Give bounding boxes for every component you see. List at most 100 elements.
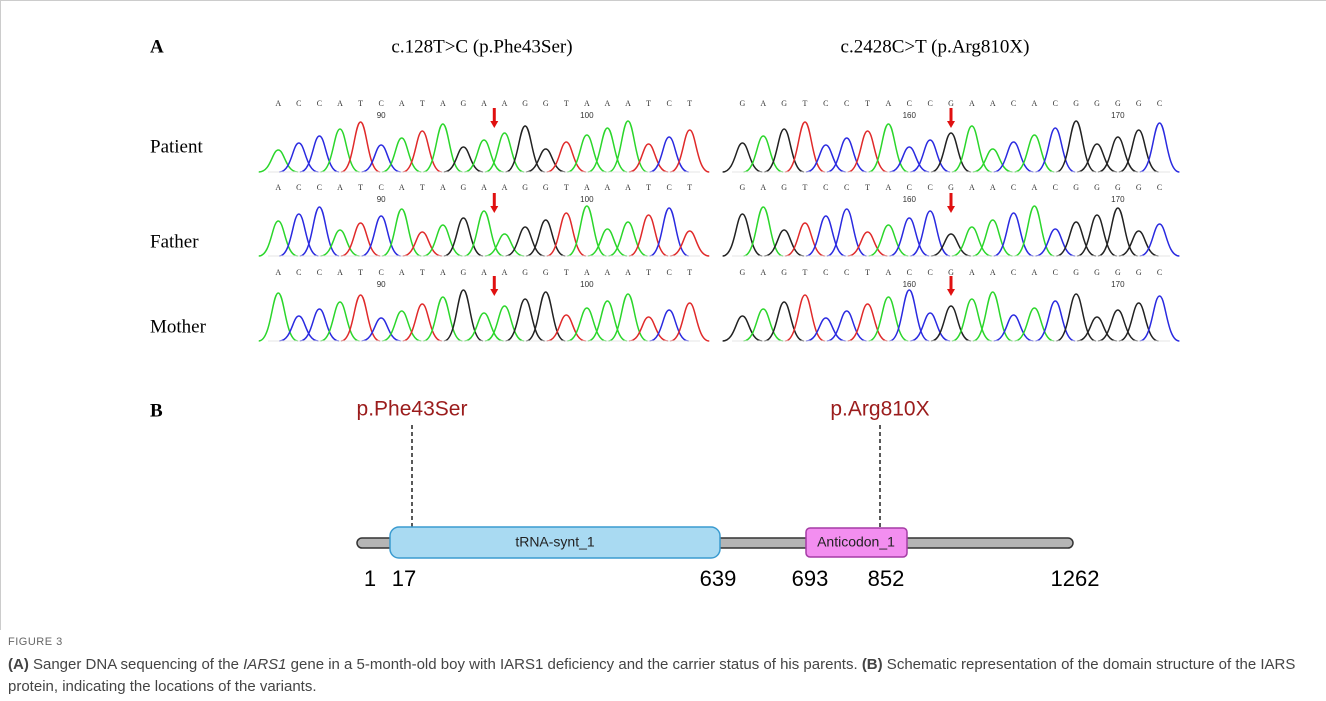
trace-peak — [806, 145, 846, 172]
trace-peak — [547, 142, 586, 172]
caption-part: Sanger DNA sequencing of the — [29, 656, 243, 673]
trace-peak — [320, 230, 359, 256]
panel-label: B — [150, 400, 163, 421]
base-letter: C — [296, 183, 301, 192]
base-letter: A — [440, 99, 446, 108]
base-letter: T — [646, 268, 651, 277]
base-letter: T — [646, 183, 651, 192]
base-letter: C — [1011, 183, 1016, 192]
base-letter: C — [296, 268, 301, 277]
position-label: 17 — [392, 566, 416, 591]
position-label: 639 — [700, 566, 737, 591]
page: A B Patient Father Mother c.128T>C (p.Ph… — [0, 0, 1326, 701]
base-letter: A — [584, 268, 590, 277]
trace-peak — [994, 315, 1034, 341]
trace-peak — [931, 234, 971, 256]
base-letter: G — [740, 99, 746, 108]
trace-peak — [362, 318, 401, 341]
position-tick: 160 — [903, 280, 917, 289]
trace-peak — [506, 227, 545, 256]
arrow-head — [490, 289, 498, 296]
trace-peak — [629, 317, 668, 341]
trace-peak — [723, 214, 763, 256]
base-letter: A — [990, 183, 996, 192]
base-letter: A — [886, 99, 892, 108]
position-tick: 170 — [1111, 111, 1125, 120]
base-letter: T — [646, 99, 651, 108]
base-letter: A — [337, 99, 343, 108]
trace-peak — [1077, 144, 1117, 172]
figure: A B Patient Father Mother c.128T>C (p.Ph… — [0, 0, 1326, 630]
base-letter: A — [481, 183, 487, 192]
position-tick: 160 — [903, 195, 917, 204]
arrow-head — [947, 121, 955, 128]
position-tick: 170 — [1111, 195, 1125, 204]
trace-peak — [869, 225, 909, 256]
position-label: 693 — [792, 566, 829, 591]
base-letter: T — [803, 183, 808, 192]
base-letter: G — [543, 99, 549, 108]
trace-peak — [889, 147, 929, 172]
base-letter: G — [1136, 268, 1142, 277]
base-letter: G — [1136, 99, 1142, 108]
trace-peak — [259, 150, 298, 172]
trace-peak — [300, 309, 339, 341]
base-letter: C — [823, 183, 828, 192]
base-letter: C — [1157, 99, 1162, 108]
base-letter: G — [461, 99, 467, 108]
arrow-head — [947, 206, 955, 213]
base-letter: T — [687, 183, 692, 192]
base-letter: G — [948, 183, 954, 192]
base-letter: G — [1094, 99, 1100, 108]
position-tick: 90 — [377, 195, 386, 204]
base-letter: C — [1053, 99, 1058, 108]
base-letter: A — [584, 99, 590, 108]
base-letter: T — [687, 268, 692, 277]
base-letter: G — [1136, 183, 1142, 192]
position-tick: 170 — [1111, 280, 1125, 289]
base-letter: C — [907, 99, 912, 108]
base-letter: A — [399, 268, 405, 277]
base-letter: G — [781, 183, 787, 192]
row-label: Patient — [150, 136, 203, 157]
base-letter: T — [420, 268, 425, 277]
caption-part: (B) — [862, 656, 883, 673]
base-letter: G — [461, 268, 467, 277]
column-title: c.128T>C (p.Phe43Ser) — [391, 36, 572, 57]
arrow-head — [490, 206, 498, 213]
position-tick: 100 — [580, 280, 594, 289]
base-letter: A — [481, 268, 487, 277]
trace-peak — [973, 149, 1013, 172]
base-letter: A — [886, 268, 892, 277]
base-letter: G — [1115, 99, 1121, 108]
base-letter: C — [907, 183, 912, 192]
trace-peak — [743, 309, 783, 341]
base-letter: A — [502, 268, 508, 277]
caption: (A) Sanger DNA sequencing of the IARS1 g… — [8, 654, 1308, 698]
position-tick: 100 — [580, 111, 594, 120]
base-letter: G — [781, 268, 787, 277]
base-letter: G — [1073, 99, 1079, 108]
base-letter: A — [275, 183, 281, 192]
column-title: c.2428C>T (p.Arg810X) — [841, 36, 1030, 57]
base-letter: A — [760, 183, 766, 192]
base-letter: C — [907, 268, 912, 277]
base-letter: A — [440, 268, 446, 277]
base-letter: A — [625, 183, 631, 192]
trace-peak — [629, 144, 668, 172]
caption-part: IARS1 — [243, 656, 286, 673]
trace-peak — [848, 232, 888, 256]
figure-label: FIGURE 3 — [8, 636, 63, 648]
base-letter: C — [378, 268, 383, 277]
trace-peak — [588, 229, 627, 256]
trace-peak — [382, 311, 421, 341]
base-letter: G — [1115, 268, 1121, 277]
position-label: 1262 — [1051, 566, 1100, 591]
trace-peak — [279, 143, 318, 172]
trace-peak — [362, 145, 401, 172]
base-letter: G — [522, 268, 528, 277]
position-tick: 160 — [903, 111, 917, 120]
base-letter: T — [564, 99, 569, 108]
base-letter: T — [420, 99, 425, 108]
base-letter: C — [378, 99, 383, 108]
